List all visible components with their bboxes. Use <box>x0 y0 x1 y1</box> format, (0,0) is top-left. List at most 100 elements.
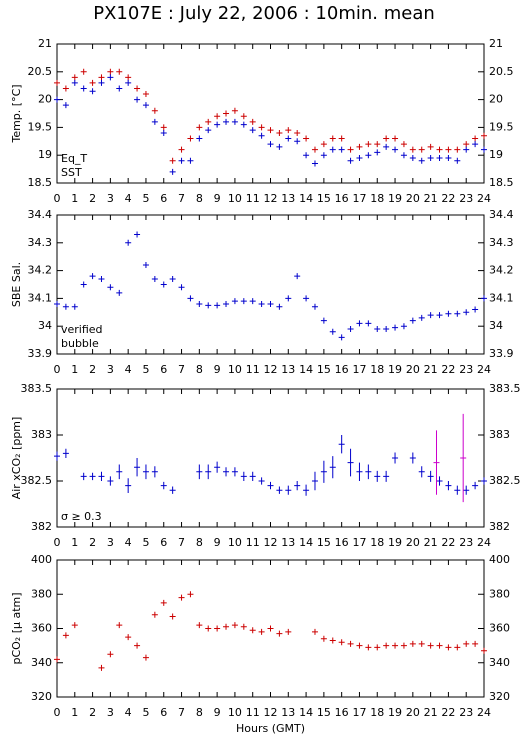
data-point <box>276 143 283 150</box>
data-point <box>71 622 78 629</box>
data-point <box>267 481 274 490</box>
y-axis-label: Air xCO₂ [ppm] <box>10 417 23 500</box>
data-point <box>320 152 327 159</box>
data-point <box>142 91 149 98</box>
data-point <box>427 642 434 649</box>
x-tick-label: 18 <box>370 706 384 719</box>
data-point <box>98 74 105 81</box>
data-point <box>436 154 443 161</box>
x-tick-label: 5 <box>142 192 149 205</box>
x-tick-label: 16 <box>335 706 349 719</box>
data-point <box>463 640 470 647</box>
data-point <box>116 622 123 629</box>
data-point <box>196 124 203 131</box>
data-point <box>107 68 114 75</box>
y-tick-label-right: 400 <box>489 553 510 566</box>
data-point <box>445 481 452 491</box>
data-point <box>214 113 221 120</box>
x-tick-label: 4 <box>125 536 132 549</box>
y-tick-label: 340 <box>31 656 52 669</box>
data-point <box>80 281 87 288</box>
data-point <box>196 464 203 480</box>
data-point <box>231 467 238 477</box>
x-tick-label: 15 <box>317 706 331 719</box>
data-point <box>276 303 283 310</box>
data-point <box>125 478 132 493</box>
x-tick-label: 3 <box>107 192 114 205</box>
data-point <box>267 300 274 307</box>
data-point <box>196 622 203 629</box>
x-tick-label: 20 <box>406 192 420 205</box>
y-tick-label-right: 20 <box>489 93 503 106</box>
data-point <box>240 298 247 305</box>
x-tick-label: 5 <box>142 363 149 376</box>
data-point <box>454 485 461 495</box>
data-point <box>320 317 327 324</box>
data-point <box>98 275 105 282</box>
y-tick-label: 34.2 <box>28 264 53 277</box>
data-point <box>427 470 434 482</box>
y-tick-label: 21 <box>38 37 52 50</box>
x-tick-label: 23 <box>459 192 473 205</box>
x-tick-label: 2 <box>89 536 96 549</box>
x-axis-label: Hours (GMT) <box>236 722 305 735</box>
x-tick-label: 23 <box>459 706 473 719</box>
data-point <box>98 79 105 86</box>
data-point <box>89 79 96 86</box>
data-point <box>481 295 487 302</box>
x-tick-label: 8 <box>196 363 203 376</box>
data-point <box>267 625 274 632</box>
data-point <box>311 160 318 167</box>
x-tick-label: 20 <box>406 536 420 549</box>
x-tick-label: 0 <box>54 706 61 719</box>
x-tick-label: 18 <box>370 192 384 205</box>
data-point <box>169 168 176 175</box>
data-point <box>89 472 96 481</box>
x-tick-label: 15 <box>317 363 331 376</box>
data-point <box>294 481 301 491</box>
y-tick-label: 360 <box>31 622 52 635</box>
x-tick-label: 11 <box>246 363 260 376</box>
data-point <box>142 464 149 480</box>
data-point <box>400 642 407 649</box>
data-point <box>54 79 60 86</box>
x-tick-label: 17 <box>352 192 366 205</box>
data-point <box>463 146 470 153</box>
x-tick-label: 13 <box>281 706 295 719</box>
data-point <box>418 157 425 164</box>
legend-entry: SST <box>61 166 82 179</box>
x-tick-label: 7 <box>178 192 185 205</box>
data-point <box>214 461 221 473</box>
y-tick-label-right: 34.2 <box>489 264 514 277</box>
page-title: PX107E : July 22, 2006 : 10min. mean <box>93 3 435 24</box>
x-tick-label: 3 <box>107 363 114 376</box>
data-point <box>329 146 336 153</box>
data-point <box>258 628 265 635</box>
data-point <box>285 135 292 142</box>
data-point <box>187 295 194 302</box>
x-tick-label: 10 <box>228 363 242 376</box>
data-point <box>320 141 327 148</box>
data-point <box>214 121 221 128</box>
data-point <box>107 651 114 658</box>
x-tick-label: 3 <box>107 706 114 719</box>
x-tick-label: 1 <box>71 706 78 719</box>
data-point <box>205 464 212 480</box>
data-point <box>116 289 123 296</box>
data-point <box>472 640 479 647</box>
x-tick-label: 23 <box>459 363 473 376</box>
x-tick-label: 2 <box>89 192 96 205</box>
data-point <box>116 464 123 480</box>
data-point <box>214 302 221 309</box>
data-point <box>71 74 78 81</box>
data-point <box>338 334 345 341</box>
data-point <box>98 664 105 671</box>
data-point <box>383 642 390 649</box>
y-axis-label: SBE Sal. <box>10 262 23 307</box>
y-tick-label: 34.3 <box>28 236 53 249</box>
data-point <box>463 485 470 495</box>
data-point <box>240 623 247 630</box>
data-point <box>134 96 141 103</box>
x-tick-label: 18 <box>370 363 384 376</box>
data-point <box>178 146 185 153</box>
